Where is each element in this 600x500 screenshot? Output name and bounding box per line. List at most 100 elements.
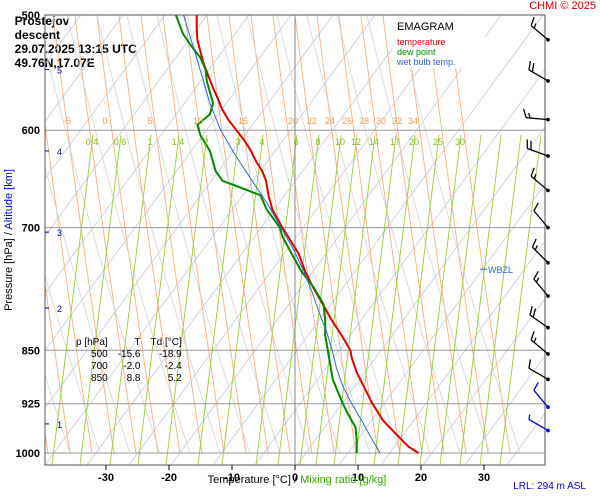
mixing-ratio-label: 1.4 [172, 137, 185, 147]
mixing-ratio-label: 2 [203, 137, 208, 147]
mixing-ratio-label: 8 [315, 137, 320, 147]
dry-adiabat-label: 10 [193, 116, 203, 126]
wind-barb-flag [529, 306, 533, 316]
mixing-ratio-line [165, 134, 208, 465]
wind-barb-flag [533, 173, 537, 180]
isotherm-line [45, 15, 292, 352]
dry-adiabat-label: 5 [147, 116, 152, 126]
wind-barb-base [546, 294, 550, 298]
mixing-ratio-line [479, 134, 522, 465]
wind-barb-base [546, 325, 550, 330]
wind-barb-flag [533, 270, 539, 280]
wind-barb-flag [530, 16, 535, 26]
dry-adiabat-label: 26 [342, 116, 352, 126]
stats-header-cell: Td [°C] [150, 337, 182, 348]
wind-barb-base [546, 260, 550, 265]
wind-barb [528, 414, 550, 433]
pressure-tick-label: 850 [22, 345, 40, 357]
mixing-ratio-label: 10 [335, 137, 345, 147]
isotherm-line [170, 15, 502, 465]
wind-barb-flag [523, 108, 527, 118]
stats-cell: -18.9 [158, 349, 182, 360]
stats-table-header: p [hPa] T Td [°C] [76, 337, 182, 349]
dry-adiabat-label: -5 [63, 116, 71, 126]
mixing-ratio-label: 3 [235, 137, 240, 147]
isotherm-line [422, 297, 545, 465]
wind-barb-flag [531, 62, 535, 73]
stats-cell: 850 [91, 373, 108, 384]
wind-barb [530, 167, 550, 193]
legend-item: dew point [397, 47, 436, 57]
moist-adiabat-line [156, 15, 281, 454]
wind-barb-base [546, 405, 550, 409]
wind-barb-base [546, 154, 550, 158]
stats-table-row: 500 -15.6 -18.9 [76, 349, 182, 361]
moist-adiabat-line [366, 15, 491, 454]
isotherm-line [338, 183, 545, 465]
legend-title: EMAGRAM [397, 21, 454, 33]
dry-adiabat-line [118, 15, 181, 454]
x-axis-label: Temperature [°C] / Mixing ratio [g/kg] [208, 474, 387, 486]
altitude-tick-label: 5 [57, 65, 62, 75]
stats-cell: -2.0 [123, 361, 141, 372]
mixing-ratio-label: 1 [147, 137, 152, 147]
dry-adiabat-label: 32 [392, 116, 402, 126]
wind-barb-staff [528, 418, 549, 432]
y-axis-label-separator: / [3, 230, 15, 239]
dry-adiabat-line [294, 15, 357, 454]
wind-barb [526, 139, 550, 158]
dry-adiabat-line [45, 281, 71, 454]
isotherm-line [45, 15, 376, 465]
x-tick-label: 0 [292, 472, 298, 484]
stats-cell: 700 [91, 361, 108, 372]
stats-header-cell: T [134, 337, 141, 348]
wind-barb-base [546, 117, 550, 122]
mixing-ratio-label: 20 [409, 137, 419, 147]
isotherm-line [45, 15, 208, 237]
wind-barb [533, 270, 550, 298]
mixing-ratio-line [79, 134, 122, 465]
moist-adiabat-line [396, 15, 521, 454]
stats-table-row: 850 8.8 5.2 [76, 373, 182, 385]
mixing-ratio-line [333, 134, 376, 465]
mixing-ratio-line [109, 134, 152, 465]
dry-adiabat-label: 22 [307, 116, 317, 126]
lrl-label: LRL: 294 m ASL [513, 481, 586, 492]
series-line-dew-point [174, 15, 358, 453]
wind-barb-flag [530, 331, 535, 341]
x-axis-label-temperature: Temperature [°C] [208, 474, 291, 486]
pressure-tick-label: 500 [22, 10, 40, 22]
mixing-ratio-line [221, 134, 264, 465]
stats-table: p [hPa] T Td [°C] 500 -15.6 -18.9 700 -2… [76, 337, 182, 385]
isotherm-line [591, 15, 600, 465]
y-axis-label-altitude: Altitude [km] [3, 169, 15, 230]
wind-barb [528, 359, 550, 382]
wind-barb-flag [530, 167, 535, 177]
brand-label: CHMI © 2025 [529, 0, 596, 12]
mixing-ratio-line [459, 134, 502, 465]
wind-barb-staff [533, 389, 549, 408]
moist-adiabat-line [186, 15, 311, 454]
mixing-ratio-line [373, 134, 416, 465]
wind-barb-flag [533, 337, 537, 343]
mixing-ratio-label: 6 [293, 137, 298, 147]
isotherm-line [506, 412, 545, 465]
mixing-ratio-line [499, 134, 542, 465]
dry-adiabat-label: 15 [238, 116, 248, 126]
mixing-ratio-label: 4 [259, 137, 264, 147]
legend-item: wet bulb temp. [396, 57, 456, 67]
isotherm-line [128, 15, 460, 465]
stats-cell: -2.4 [164, 361, 182, 372]
dry-adiabat-line [74, 15, 137, 454]
wind-barb-flag [528, 414, 531, 420]
isotherm-line [45, 15, 250, 294]
mixing-ratio-line [419, 134, 462, 465]
legend-item: temperature [397, 37, 446, 47]
dry-adiabat-line [338, 15, 401, 454]
moist-adiabat-line [336, 15, 461, 454]
dry-adiabat-label: 30 [376, 116, 386, 126]
wind-barb-flag [528, 113, 531, 119]
wind-barb [533, 202, 550, 230]
x-tick-label: -30 [98, 472, 114, 484]
